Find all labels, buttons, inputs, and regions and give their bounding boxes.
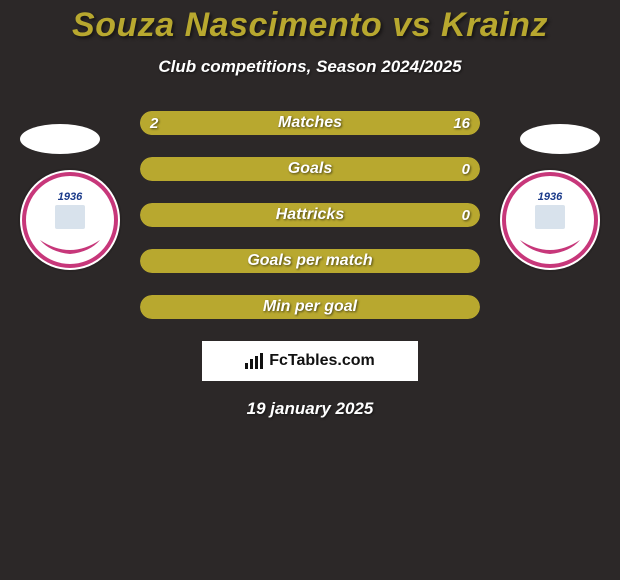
brand-attribution: FcTables.com bbox=[202, 341, 418, 381]
stat-bar: Goals per match bbox=[140, 249, 480, 273]
stat-bar: Min per goal bbox=[140, 295, 480, 319]
comparison-bars: Matches216Goals0Hattricks0Goals per matc… bbox=[140, 111, 480, 319]
club-badge-left: 1936 bbox=[20, 170, 120, 270]
date-text: 19 january 2025 bbox=[0, 399, 620, 419]
bar-label: Matches bbox=[140, 111, 480, 135]
club-logo-icon: 1936 bbox=[500, 170, 600, 270]
bar-label: Goals per match bbox=[140, 249, 480, 273]
bar-value-right: 0 bbox=[462, 157, 470, 181]
stat-bar: Hattricks0 bbox=[140, 203, 480, 227]
bar-value-right: 0 bbox=[462, 203, 470, 227]
bar-label: Min per goal bbox=[140, 295, 480, 319]
club-badge-right-inner: 1936 bbox=[500, 170, 600, 270]
stat-bar: Goals0 bbox=[140, 157, 480, 181]
club-logo-icon: 1936 bbox=[20, 170, 120, 270]
bar-label: Goals bbox=[140, 157, 480, 181]
bar-value-left: 2 bbox=[150, 111, 158, 135]
page-subtitle: Club competitions, Season 2024/2025 bbox=[0, 57, 620, 77]
club-badge-left-inner: 1936 bbox=[20, 170, 120, 270]
player-avatar-left bbox=[20, 124, 100, 154]
page-title: Souza Nascimento vs Krainz bbox=[0, 0, 620, 45]
brand-text: FcTables.com bbox=[269, 352, 375, 370]
player-avatar-right bbox=[520, 124, 600, 154]
bar-value-right: 16 bbox=[453, 111, 470, 135]
bar-label: Hattricks bbox=[140, 203, 480, 227]
svg-text:1936: 1936 bbox=[58, 191, 83, 203]
comparison-card: Souza Nascimento vs Krainz Club competit… bbox=[0, 0, 620, 580]
brand-chart-icon bbox=[245, 353, 265, 369]
stat-bar: Matches2 16 bbox=[140, 111, 480, 135]
svg-text:1936: 1936 bbox=[538, 191, 563, 203]
club-badge-right: 1936 bbox=[500, 170, 600, 270]
